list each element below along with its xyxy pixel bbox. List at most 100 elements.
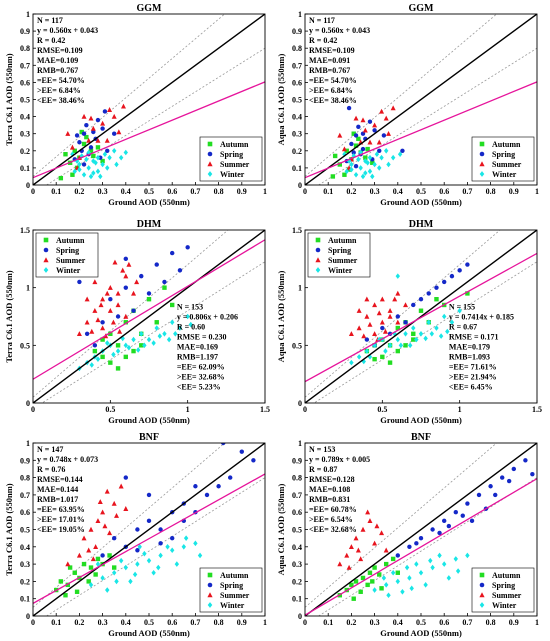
data-point-winter [428,557,433,564]
series-spring [344,105,405,169]
data-point-spring [442,279,447,285]
data-point-summer [65,561,71,567]
y-tick-label: 0.4 [292,543,302,552]
y-tick-label: 0.2 [20,147,30,156]
data-point-winter [123,564,128,571]
data-point-summer [115,290,121,296]
legend-label-summer: Summer [328,256,358,265]
data-point-winter [364,348,370,354]
data-point-winter [77,166,82,173]
data-point-spring [403,320,408,325]
legend-label-spring: Spring [220,581,243,590]
data-point-summer [97,499,103,505]
legend-marker-winter [315,267,321,273]
data-point-winter [418,331,424,337]
data-point-winter [118,154,124,161]
y-tick-label: 0.3 [20,130,30,139]
x-tick-label: 0.4 [393,187,403,196]
x-tick-label: 0.4 [121,618,131,627]
legend-marker-autumn [479,141,485,147]
x-tick-label: 0.2 [346,187,356,196]
stats-line: MAE=0.109 [37,56,78,65]
data-point-autumn [384,561,389,567]
data-point-winter [86,149,91,156]
data-point-summer [337,561,343,567]
series-spring [364,262,470,348]
data-point-spring [135,548,140,553]
data-point-winter [100,161,105,168]
data-point-winter [398,342,404,349]
y-tick-label: 1 [26,10,30,19]
data-point-spring [112,131,117,136]
data-point-winter [356,354,362,360]
plot-frame [32,229,266,404]
data-point-winter [372,161,377,168]
data-point-autumn [131,348,136,354]
x-tick-label: 0.1 [51,618,61,627]
data-point-winter [379,154,384,161]
x-tick-label: 0.9 [237,618,247,627]
data-point-autumn [349,582,354,588]
x-tick-label: 0.9 [509,618,519,627]
data-point-winter [114,161,119,168]
data-point-autumn [353,143,359,148]
one-to-one-line [33,230,265,403]
data-point-autumn [360,575,366,581]
legend-label-winter: Winter [492,170,517,179]
data-point-summer [372,302,378,308]
data-point-summer [361,333,367,339]
legend-label-summer: Summer [492,160,522,169]
stats-line: MAE=0.144 [37,485,78,494]
data-point-winter [407,342,413,349]
data-point-autumn [108,331,113,336]
y-tick-label: 0.9 [292,456,302,465]
stats-line: >EE= 6.84% [37,86,81,95]
y-tick-label: 0.6 [20,508,30,517]
legend-label-autumn: Autumn [56,236,85,245]
data-point-spring [488,484,493,489]
x-tick-label: 0.5 [416,187,426,196]
data-point-summer [123,313,129,319]
data-point-spring [460,513,465,518]
regression-line [305,252,537,383]
data-point-autumn [434,297,439,302]
data-point-winter [162,331,167,337]
data-point-winter [156,564,161,571]
data-point-summer [348,544,354,549]
data-point-winter [445,328,450,335]
x-tick-label: 0 [303,618,307,627]
legend-label-autumn: Autumn [492,140,521,149]
data-point-winter [395,336,400,343]
x-tick-label: 0.3 [370,618,380,627]
data-point-spring [139,273,144,279]
stats-line: y = 0.560x + 0.043 [37,26,98,35]
legend-marker-spring [479,582,485,588]
data-point-winter [351,153,356,159]
ee-upper-line [33,443,226,608]
data-point-summer [107,530,113,536]
x-tick-label: 0 [303,187,307,196]
stats-line: RMSE=0.128 [309,475,355,484]
legend-marker-winter [479,171,485,177]
data-point-summer [131,290,137,296]
plot-area [305,230,537,403]
x-tick-label: 1 [263,618,267,627]
legend-marker-spring [207,151,213,157]
legend-label-summer: Summer [492,591,522,600]
x-tick-label: 0.2 [74,618,84,627]
data-point-summer [392,296,398,302]
stats-line: R = 0.76 [37,465,65,474]
data-point-autumn [115,343,121,348]
data-point-summer [81,113,87,119]
data-point-spring [465,501,470,506]
data-point-spring [364,337,370,342]
data-point-spring [91,129,96,135]
data-point-summer [379,108,385,114]
x-axis-label: Ground AOD (550nm) [380,628,462,638]
legend-marker-winter [207,602,213,608]
data-point-autumn [146,297,152,302]
data-point-autumn [351,131,356,136]
data-point-summer [107,308,113,313]
stats-line: MAE=0.091 [309,56,350,65]
